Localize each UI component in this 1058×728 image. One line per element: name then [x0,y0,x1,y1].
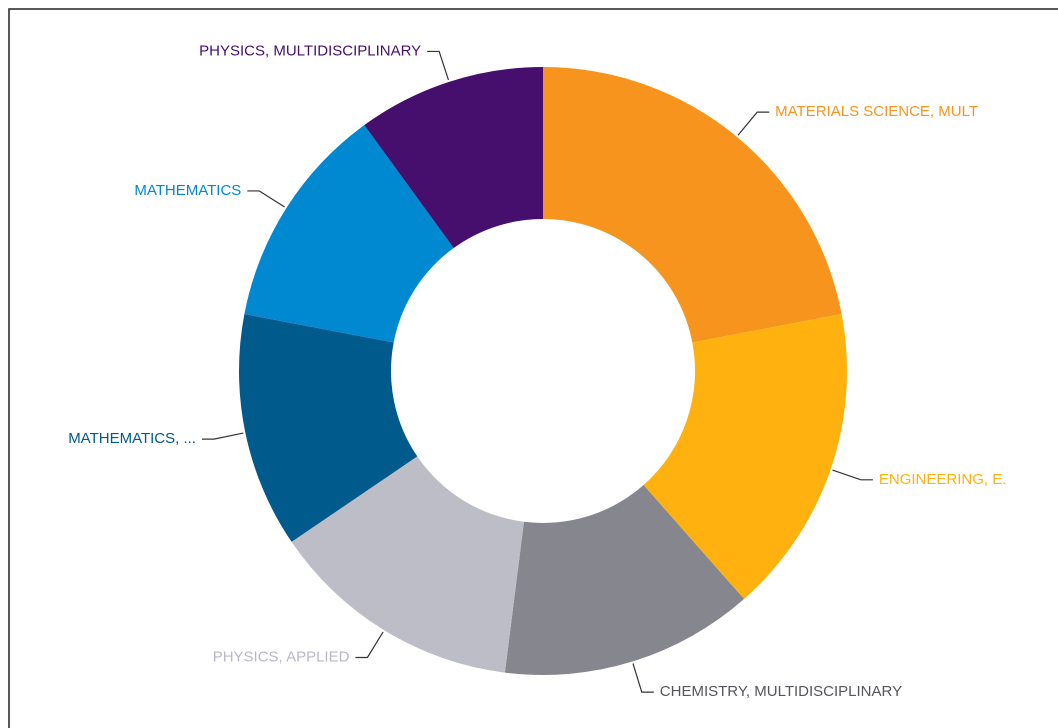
leader-line [737,111,770,136]
leader-line [427,50,450,81]
frame [8,8,1058,728]
segment-label: MATHEMATICS [134,182,241,199]
donut-segment [239,314,418,542]
segment-label: PHYSICS, APPLIED [213,648,350,665]
donut-segment [504,485,745,675]
donut-segment [643,314,847,600]
leader-line [632,663,654,693]
leader-line [201,432,244,440]
leader-line [832,469,873,481]
segment-label: ENGINEERING, E. [879,471,1007,488]
leader-line [355,631,384,659]
segment-label: PHYSICS, MULTIDISCIPLINARY [199,42,421,59]
donut-segment [244,125,454,343]
donut-segment [291,456,524,673]
segment-label: CHEMISTRY, MULTIDISCIPLINARY [660,683,902,700]
segment-label: MATERIALS SCIENCE, MULT [775,103,978,120]
leader-line [247,190,285,208]
segment-label: MATHEMATICS, ... [68,430,196,447]
donut-segment [543,67,842,343]
donut-segment [364,67,543,249]
